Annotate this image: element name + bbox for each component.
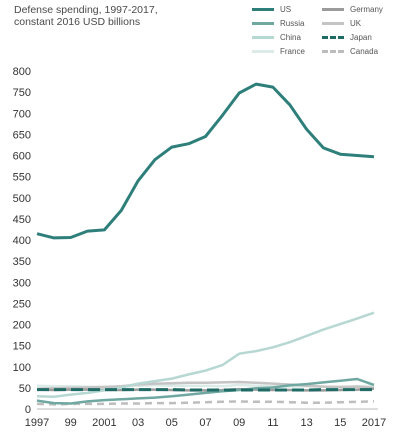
- series-line-china: [36, 311, 375, 398]
- y-tick-label: 650: [13, 129, 31, 141]
- x-tick-label: 13: [300, 417, 312, 429]
- y-tick-label: 50: [19, 383, 31, 395]
- x-tick-label: 05: [166, 417, 178, 429]
- y-tick-label: 200: [13, 320, 31, 332]
- legend-swatch: [322, 8, 344, 11]
- legend-label: Japan: [350, 33, 372, 42]
- y-tick-label: 100: [13, 362, 31, 374]
- series-lines: [36, 82, 375, 406]
- x-tick-label: 07: [199, 417, 211, 429]
- legend-label: France: [280, 47, 305, 56]
- chart-title-line-1: Defense spending, 1997-2017,: [14, 4, 158, 16]
- chart-title: Defense spending, 1997-2017, constant 20…: [14, 4, 158, 28]
- x-tick-label: 1997: [25, 417, 49, 429]
- chart-title-line-2: constant 2016 USD billions: [14, 16, 141, 28]
- x-tick-label: 03: [132, 417, 144, 429]
- series-line-canada: [36, 400, 375, 406]
- legend-label: Canada: [350, 47, 379, 56]
- y-tick-label: 300: [13, 277, 31, 289]
- y-tick-label: 150: [13, 341, 31, 353]
- x-tick-label: 99: [65, 417, 77, 429]
- legend-label: UK: [350, 19, 362, 28]
- x-tick-label: 2001: [92, 417, 116, 429]
- legend-label: US: [280, 5, 292, 14]
- legend-label: Russia: [280, 19, 305, 28]
- series-line-russia: [36, 377, 375, 405]
- y-tick-label: 500: [13, 193, 31, 205]
- y-tick-label: 250: [13, 298, 31, 310]
- legend-label: Germany: [350, 5, 383, 14]
- x-tick-label: 15: [334, 417, 346, 429]
- y-tick-label: 550: [13, 172, 31, 184]
- x-tick-label: 2017: [362, 417, 386, 429]
- y-tick-label: 350: [13, 256, 31, 268]
- legend-swatch: [252, 36, 274, 39]
- legend-swatch: [322, 22, 344, 25]
- legend-swatch: [252, 22, 274, 25]
- legend-swatch: [252, 8, 274, 11]
- y-tick-label: 800: [13, 66, 31, 78]
- series-line-us: [36, 82, 375, 240]
- y-axis: 0 50 100 150 200 250 300 350 400 450 500 550 600 650 7…: [13, 66, 31, 416]
- y-tick-label: 400: [13, 235, 31, 247]
- y-tick-label: 600: [13, 151, 31, 163]
- x-tick-label: 11: [267, 417, 278, 429]
- legend-label: China: [280, 33, 301, 42]
- legend-swatch: [322, 50, 344, 53]
- y-tick-label: 450: [13, 214, 31, 226]
- legend-swatch: [252, 50, 274, 53]
- legend-swatch: [322, 36, 344, 39]
- y-tick-label: 0: [25, 404, 31, 416]
- series-line-germany: [36, 387, 375, 392]
- x-axis: 1997 99 2001 03 05 07 09 11 13 15 2017: [25, 417, 386, 429]
- x-tick-label: 09: [233, 417, 245, 429]
- series-line-uk: [36, 380, 375, 390]
- y-tick-label: 750: [13, 87, 31, 99]
- y-tick-label: 700: [13, 108, 31, 120]
